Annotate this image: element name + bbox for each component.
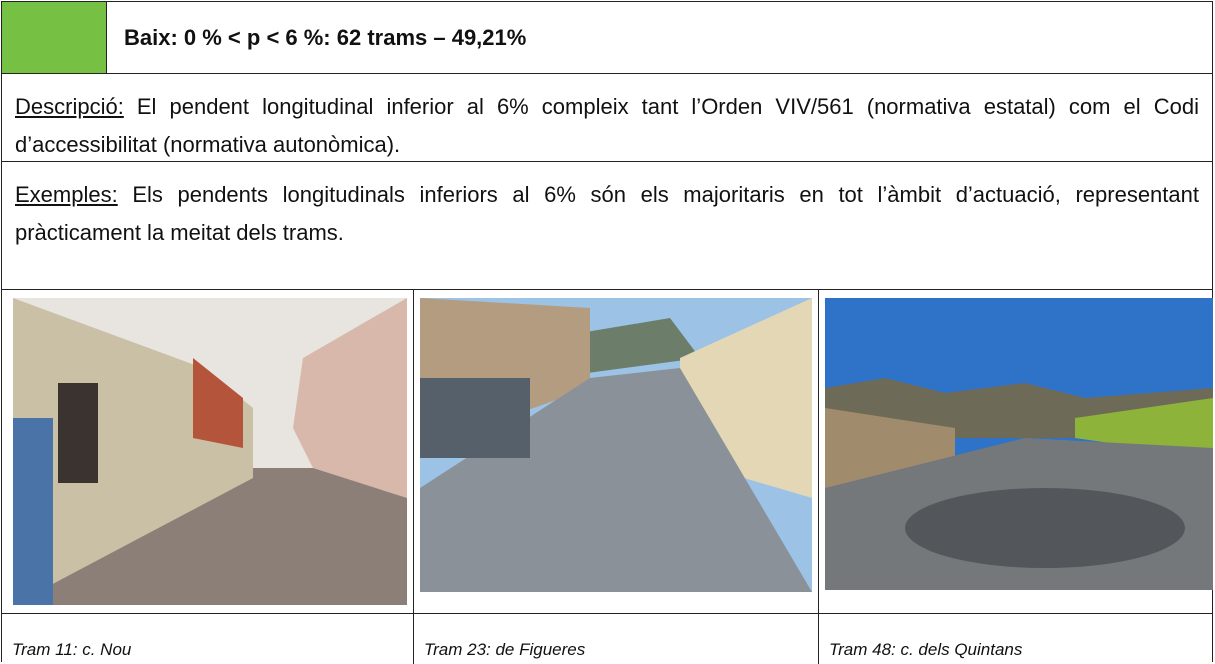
- document-table: Baix: 0 % < p < 6 %: 62 trams – 49,21% D…: [1, 1, 1213, 662]
- photo-cell: [414, 290, 819, 613]
- header-title: Baix: 0 % < p < 6 %: 62 trams – 49,21%: [124, 2, 526, 73]
- category-swatch: [2, 2, 107, 73]
- photo-caption: Tram 23: de Figueres: [424, 640, 585, 660]
- photo: [825, 298, 1213, 590]
- captions-row: Tram 11: c. Nou Tram 23: de Figueres Tram …: [2, 614, 1212, 664]
- photo-cell: [819, 290, 1214, 613]
- examples-label: Exemples:: [15, 182, 118, 207]
- photo: [13, 298, 407, 605]
- examples: Exemples: Els pendents longitudinals inf…: [15, 176, 1199, 252]
- photo-caption: Tram 11: c. Nou: [12, 640, 131, 660]
- caption-cell: Tram 11: c. Nou: [2, 614, 414, 664]
- description-text: El pendent longitudinal inferior al 6% c…: [15, 94, 1199, 157]
- photo: [420, 298, 812, 592]
- header-row: Baix: 0 % < p < 6 %: 62 trams – 49,21%: [2, 2, 1212, 74]
- description-row: Descripció: El pendent longitudinal infe…: [2, 74, 1212, 162]
- photos-row: [2, 290, 1212, 614]
- examples-row: Exemples: Els pendents longitudinals inf…: [2, 162, 1212, 290]
- examples-text: Els pendents longitudinals inferiors al …: [15, 182, 1199, 245]
- caption-cell: Tram 23: de Figueres: [414, 614, 819, 664]
- caption-cell: Tram 48: c. dels Quintans: [819, 614, 1214, 664]
- description-label: Descripció:: [15, 94, 124, 119]
- photo-caption: Tram 48: c. dels Quintans: [829, 640, 1022, 660]
- description: Descripció: El pendent longitudinal infe…: [15, 88, 1199, 164]
- photo-cell: [2, 290, 414, 613]
